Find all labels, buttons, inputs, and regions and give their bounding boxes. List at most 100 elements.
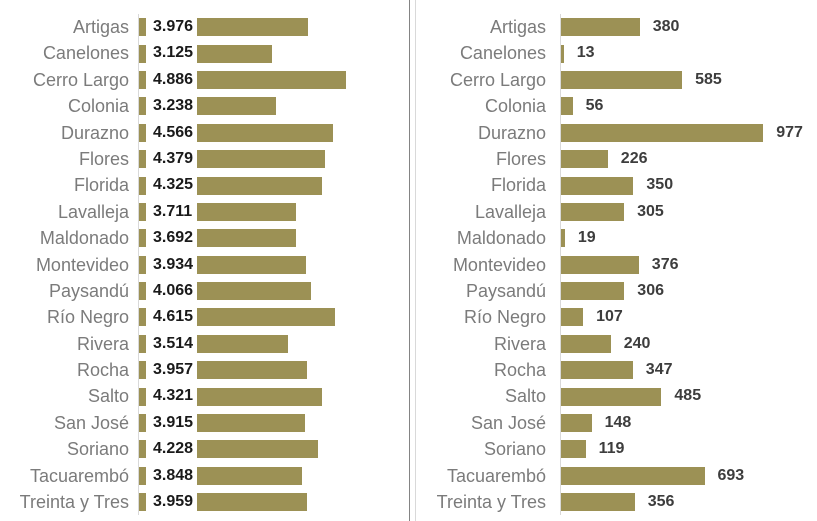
category-label: Río Negro: [463, 307, 546, 328]
value-label: 347: [645, 361, 673, 379]
value-label: 3.934: [153, 255, 194, 273]
bar: [561, 466, 705, 485]
value-label: 3.711: [153, 202, 193, 220]
category-label: Salto: [504, 386, 546, 407]
bar: [561, 229, 565, 248]
value-label-background: [146, 333, 197, 354]
category-label: Artigas: [72, 17, 129, 37]
category-label: San José: [470, 412, 546, 433]
category-label: Canelones: [459, 43, 546, 64]
category-label: Durazno: [477, 122, 546, 143]
value-label: 3.848: [153, 466, 194, 484]
bar: [561, 493, 635, 512]
value-label-background: [146, 175, 197, 196]
category-label: Cerro Largo: [449, 69, 546, 90]
chart-row: Colonia 56: [416, 93, 817, 120]
value-label: 3.238: [153, 97, 194, 115]
value-label: 4.379: [153, 149, 194, 167]
plot-area: 3.125: [138, 40, 409, 67]
plot-area: 13: [560, 40, 817, 67]
plot-area: 4.379: [138, 145, 409, 173]
plot-area: 376: [560, 251, 817, 278]
plot-area: 3.915: [138, 409, 409, 437]
chart-row: Canelones 13: [416, 40, 817, 67]
chart-row: Rocha 347: [416, 357, 817, 384]
category-label: Tacuarembó: [446, 465, 546, 486]
bar: [561, 176, 634, 195]
chart-row: Durazno 977: [416, 119, 817, 146]
value-label-background: [146, 148, 197, 169]
chart-row: Artigas 3.976: [0, 14, 409, 41]
plot-area: 977: [560, 119, 817, 146]
value-label-background: [146, 43, 197, 64]
value-label-background: [146, 307, 197, 328]
value-label: 3.514: [153, 334, 194, 352]
plot-area: 347: [560, 357, 817, 384]
value-label: 977: [776, 123, 803, 141]
value-label: 4.321: [153, 387, 194, 405]
category-label: Artigas: [489, 17, 546, 37]
value-label-background: [146, 201, 197, 222]
chart-row: Maldonado 3.692: [0, 225, 409, 252]
value-label: 4.228: [153, 440, 194, 458]
plot-area: 3.711: [138, 198, 409, 226]
bar: [561, 387, 662, 406]
category-label: Lavalleja: [57, 201, 129, 222]
value-label: 13: [576, 44, 595, 62]
category-label: Rivera: [493, 333, 546, 354]
category-label: Lavalleja: [474, 201, 546, 222]
category-label: Soriano: [66, 439, 129, 460]
bar: [561, 44, 564, 63]
value-label-background: [146, 17, 197, 37]
plot-area: 3.692: [138, 225, 409, 252]
plot-area: 4.321: [138, 383, 409, 410]
value-label: 350: [646, 176, 674, 194]
category-label: Flores: [78, 148, 129, 169]
value-label: 4.566: [153, 123, 194, 141]
category-label: Canelones: [42, 43, 129, 64]
chart-row: San José 3.915: [0, 409, 409, 437]
plot-area: 4.615: [138, 304, 409, 331]
category-label: Treinta y Tres: [19, 492, 129, 513]
plot-area: 119: [560, 436, 817, 463]
value-label: 3.959: [153, 493, 194, 511]
chart-row: Río Negro 107: [416, 304, 817, 331]
plot-area: 306: [560, 277, 817, 305]
value-label: 3.957: [153, 361, 194, 379]
chart-row: San José 148: [416, 409, 817, 437]
plot-area: 56: [560, 93, 817, 120]
plot-area: 3.959: [138, 489, 409, 516]
bar: [561, 414, 592, 433]
category-label: Paysandú: [48, 280, 129, 301]
left-bar-chart: Artigas 3.976 Canelones 3.125 Cerro Larg…: [0, 14, 409, 516]
value-label: 226: [620, 149, 648, 167]
plot-area: 226: [560, 145, 817, 173]
plot-area: 3.848: [138, 462, 409, 490]
value-label: 56: [585, 97, 604, 115]
value-label-background: [146, 228, 197, 249]
plot-area: 3.934: [138, 251, 409, 278]
bar: [561, 361, 633, 380]
value-label-background: [146, 412, 197, 433]
value-label: 119: [598, 440, 625, 458]
bar: [561, 202, 625, 221]
value-label: 585: [695, 70, 722, 88]
bar: [561, 282, 625, 301]
chart-row: Flores 4.379: [0, 145, 409, 173]
chart-row: Tacuarembó 693: [416, 462, 817, 490]
chart-row: Salto 485: [416, 383, 817, 410]
chart-row: Canelones 3.125: [0, 40, 409, 67]
category-label: Montevideo: [35, 254, 129, 275]
category-label: Salto: [87, 386, 129, 407]
plot-area: 356: [560, 489, 817, 516]
chart-row: Florida 4.325: [0, 172, 409, 199]
value-label: 3.976: [153, 18, 194, 35]
category-label: Durazno: [60, 122, 129, 143]
plot-area: 3.514: [138, 330, 409, 358]
category-label: Soriano: [483, 439, 546, 460]
value-label: 4.886: [153, 70, 194, 88]
plot-area: 380: [560, 14, 817, 41]
value-label: 4.066: [153, 281, 194, 299]
chart-row: Artigas 380: [416, 14, 817, 41]
